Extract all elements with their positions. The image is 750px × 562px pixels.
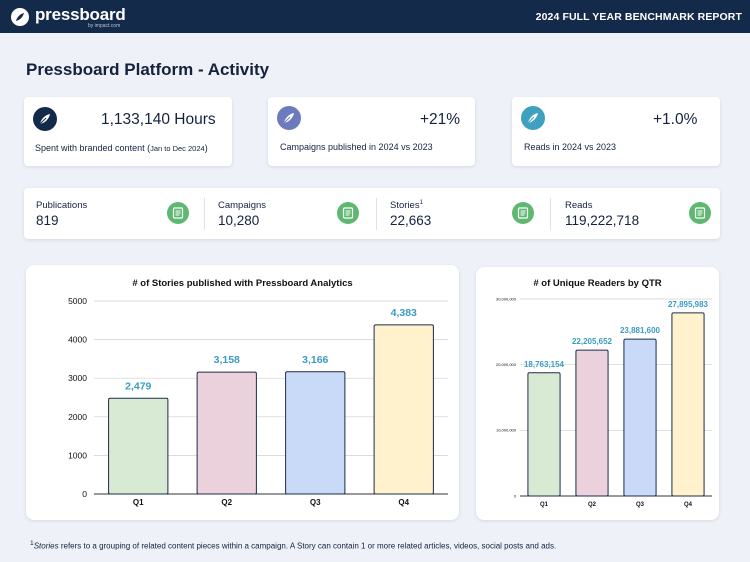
x-tick-label: Q4 — [684, 502, 693, 508]
stat-value-campaigns: 10,280 — [218, 213, 260, 228]
y-tick-label: 4000 — [68, 335, 87, 345]
feather-icon — [521, 106, 545, 130]
bar — [108, 397, 169, 495]
kpi-card-hours: 1,133,140 Hours Spent with branded conte… — [24, 97, 232, 166]
x-tick-label: Q2 — [221, 498, 232, 507]
data-label: 2,479 — [125, 380, 151, 392]
kpi-card-campaigns: +21% Campaigns published in 2024 vs 2023 — [268, 97, 475, 166]
document-icon — [512, 202, 534, 224]
divider — [550, 198, 551, 230]
kpi-label: Spent with branded content (Jan to Dec 2… — [35, 143, 208, 153]
data-label: 4,383 — [391, 307, 417, 319]
document-icon — [689, 202, 711, 224]
document-icon — [337, 202, 359, 224]
bar — [671, 312, 705, 497]
bar — [575, 349, 609, 497]
bar — [285, 371, 346, 495]
stat-label-publications: Publications — [36, 200, 88, 211]
kpi-value: 1,133,140 Hours — [101, 111, 216, 128]
top-bar: pressboard by impact.com 2024 FULL YEAR … — [0, 0, 750, 33]
x-tick-label: Q1 — [540, 502, 549, 508]
bar — [196, 371, 257, 495]
x-tick-label: Q2 — [588, 502, 597, 508]
page-title: Pressboard Platform - Activity — [26, 60, 270, 79]
y-tick-label: 0 — [82, 489, 87, 499]
x-tick-label: Q1 — [133, 498, 144, 507]
kpi-value: +21% — [420, 111, 461, 128]
stories-chart-card: # of Stories published with Pressboard A… — [26, 265, 459, 520]
data-label: 3,166 — [302, 354, 328, 366]
y-tick-label: 2000 — [68, 412, 87, 422]
data-label: 23,881,600 — [620, 326, 661, 335]
x-tick-label: Q4 — [398, 498, 409, 507]
y-tick-label: 20,000,000 — [496, 362, 517, 367]
data-label: 3,158 — [214, 354, 240, 366]
kpi-card-reads: +1.0% Reads in 2024 vs 2023 — [512, 97, 720, 166]
divider — [376, 198, 377, 230]
stat-label-stories: Stories1 — [390, 200, 423, 212]
y-tick-label: 3000 — [68, 373, 87, 383]
kpi-value: +1.0% — [653, 111, 698, 128]
kpi-label: Reads in 2024 vs 2023 — [524, 142, 617, 152]
feather-icon — [33, 107, 57, 131]
data-label: 18,763,154 — [524, 360, 565, 369]
stat-value-stories: 22,663 — [390, 213, 432, 228]
kpi-label: Campaigns published in 2024 vs 2023 — [280, 142, 433, 152]
stories-bar-chart: 0 1000 2000 3000 4000 5000 2,479 Q1 3,158 Q2 3,166… — [68, 296, 448, 507]
readers-bar-chart: 0 10,000,000 20,000,000 30,000,000 18,763,15… — [496, 296, 712, 508]
chart-title: # of Unique Readers by QTR — [533, 278, 662, 289]
stat-value-reads: 119,222,718 — [565, 213, 640, 228]
bar — [623, 338, 657, 497]
y-tick-label: 0 — [514, 493, 517, 498]
stats-strip: Publications 819 Campaigns 10,280 Storie… — [24, 188, 720, 239]
y-tick-label: 10,000,000 — [496, 428, 517, 433]
bar — [373, 324, 434, 495]
stat-label-campaigns: Campaigns — [218, 200, 267, 211]
chart-title: # of Stories published with Pressboard A… — [132, 278, 353, 289]
y-tick-label: 1000 — [68, 450, 87, 460]
document-icon — [167, 202, 189, 224]
y-tick-label: 30,000,000 — [496, 296, 517, 301]
feather-icon — [277, 106, 301, 130]
bar — [527, 372, 561, 497]
stat-label-reads: Reads — [565, 200, 593, 211]
stat-value-publications: 819 — [36, 213, 59, 228]
pressboard-logo-icon — [11, 8, 29, 26]
logo-subtext: by impact.com — [88, 23, 121, 29]
footnote: 1Stories refers to a grouping of related… — [30, 540, 557, 551]
data-label: 22,205,652 — [572, 337, 613, 346]
logo-text: pressboard — [35, 5, 126, 24]
report-title: 2024 FULL YEAR BENCHMARK REPORT — [535, 11, 742, 23]
y-tick-label: 5000 — [68, 296, 87, 306]
x-tick-label: Q3 — [636, 502, 645, 508]
divider — [204, 198, 205, 230]
data-label: 27,895,983 — [668, 300, 709, 309]
x-tick-label: Q3 — [310, 498, 321, 507]
readers-chart-card: # of Unique Readers by QTR 0 10,000,000 20… — [476, 267, 719, 520]
